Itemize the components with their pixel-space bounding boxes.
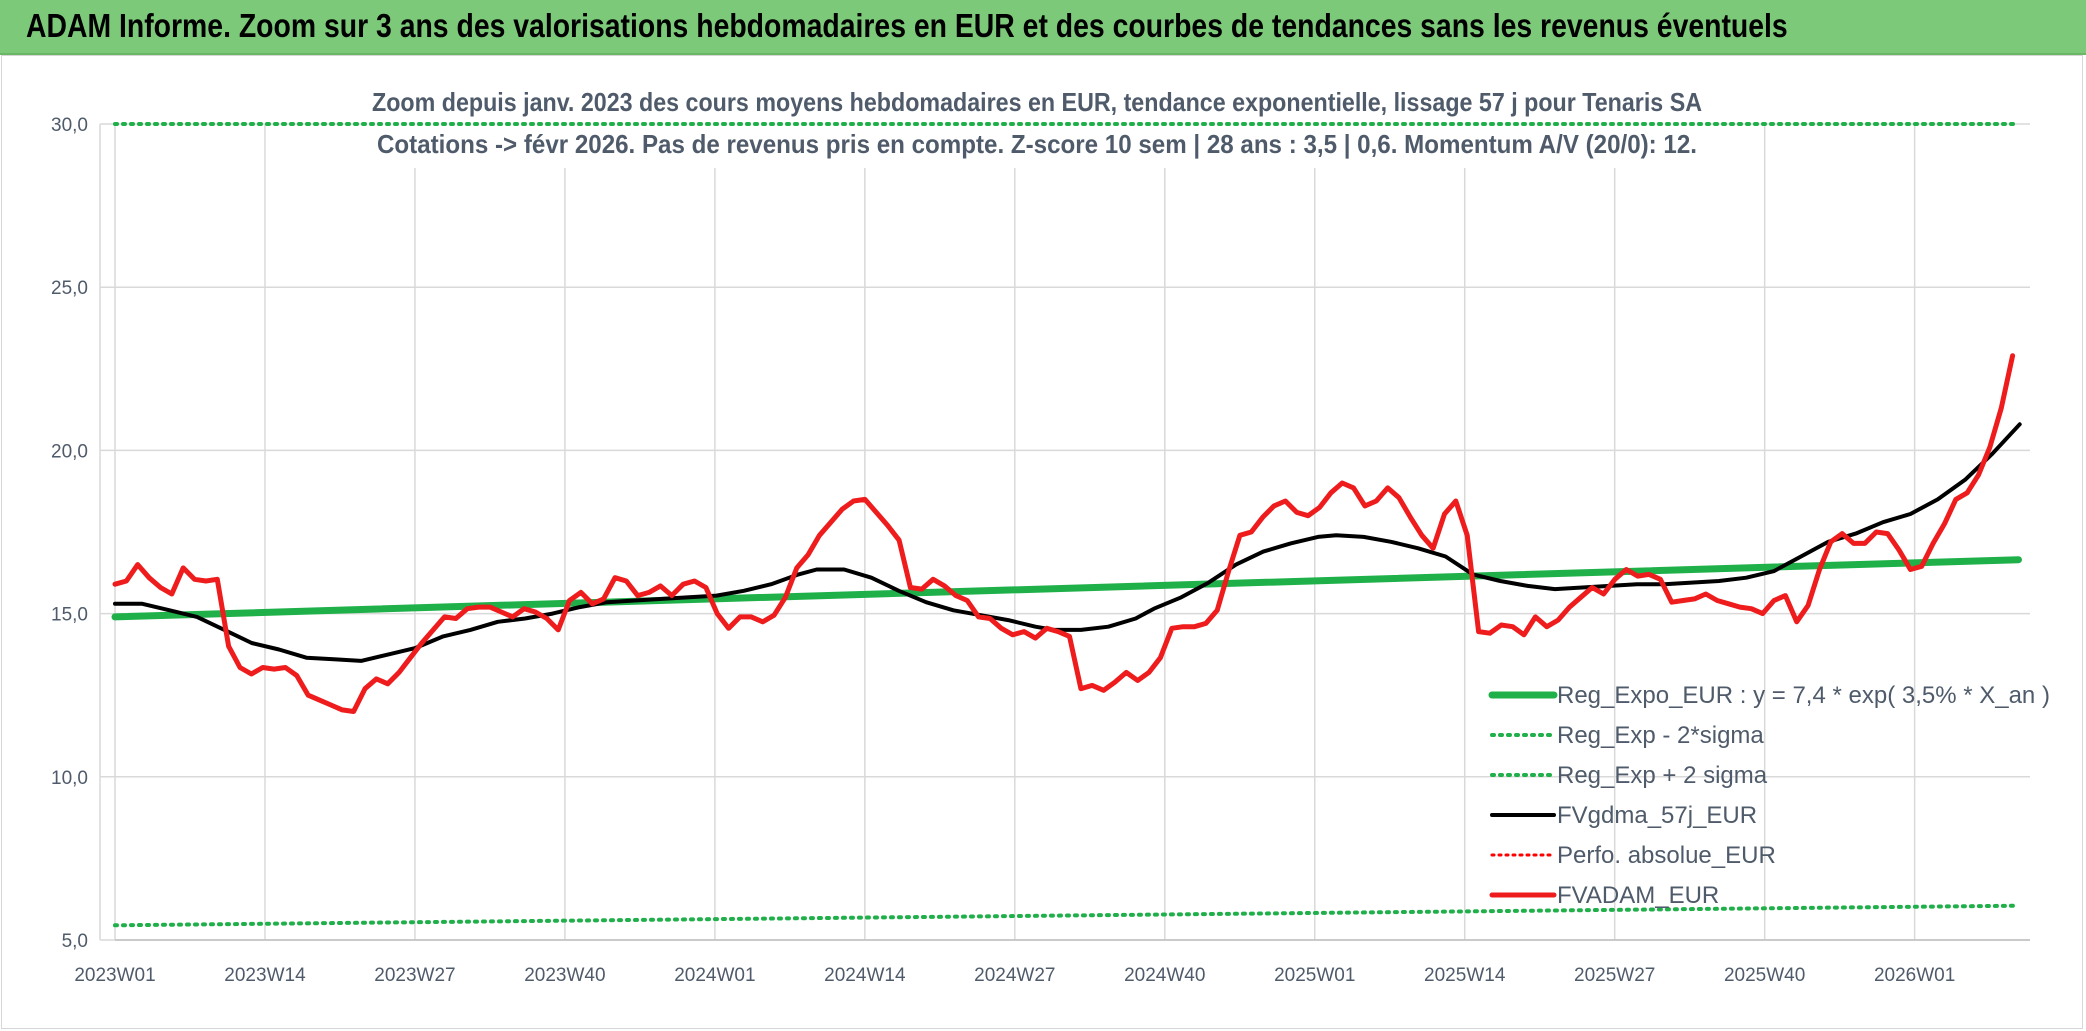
x-tick-label: 2026W01 — [1874, 965, 1955, 986]
x-tick-label: 2023W27 — [374, 965, 455, 986]
x-tick-label: 2025W40 — [1724, 965, 1805, 986]
legend-label: Reg_Exp - 2*sigma — [1557, 722, 1764, 749]
y-tick-label: 30,0 — [51, 115, 88, 136]
legend-label: FVADAM_EUR — [1557, 882, 1719, 909]
x-tick-label: 2024W27 — [974, 965, 1055, 986]
x-tick-label: 2025W27 — [1574, 965, 1655, 986]
y-tick-label: 10,0 — [51, 768, 88, 789]
legend-label: Perfo. absolue_EUR — [1557, 842, 1776, 869]
chart-title: Zoom depuis janv. 2023 des cours moyens … — [372, 87, 1702, 117]
y-axis: 5,0 10,0 15,0 20,0 25,0 30,0 — [51, 115, 88, 952]
series-lines — [111, 122, 2022, 928]
report-title: ADAM Informe. Zoom sur 3 ans des valoris… — [26, 7, 1788, 44]
series-line-1 — [111, 556, 2022, 621]
x-tick-label: 2023W01 — [74, 965, 155, 986]
legend-label: FVgdma_57j_EUR — [1557, 802, 1757, 829]
y-tick-label: 5,0 — [62, 931, 88, 952]
series-line-4 — [113, 422, 2022, 663]
x-tick-label: 2024W40 — [1124, 965, 1205, 986]
y-tick-label: 20,0 — [51, 441, 88, 462]
y-tick-label: 25,0 — [51, 278, 88, 299]
legend-label: Reg_Expo_EUR : y = 7,4 * exp( 3,5% * X_a… — [1557, 682, 2050, 709]
x-tick-label: 2025W01 — [1274, 965, 1355, 986]
series-line-6 — [112, 353, 2016, 714]
x-tick-label: 2024W01 — [674, 965, 755, 986]
x-tick-label: 2024W14 — [824, 965, 906, 986]
x-tick-label: 2023W14 — [224, 965, 306, 986]
x-axis: 2023W01 2023W14 2023W27 2023W40 2024W01 2024W… — [74, 965, 1955, 986]
legend: Reg_Expo_EUR : y = 7,4 * exp( 3,5% * X_a… — [1488, 682, 2050, 909]
y-tick-label: 15,0 — [51, 605, 88, 626]
series-line-2 — [113, 903, 2021, 928]
x-tick-label: 2023W40 — [524, 965, 605, 986]
x-tick-label: 2025W14 — [1424, 965, 1506, 986]
report-header: ADAM Informe. Zoom sur 3 ans des valoris… — [0, 0, 2086, 55]
legend-label: Reg_Exp + 2 sigma — [1557, 762, 1768, 789]
chart-subtitle: Cotations -> févr 2026. Pas de revenus p… — [377, 129, 1697, 159]
chart-area-border — [1, 55, 2083, 1029]
